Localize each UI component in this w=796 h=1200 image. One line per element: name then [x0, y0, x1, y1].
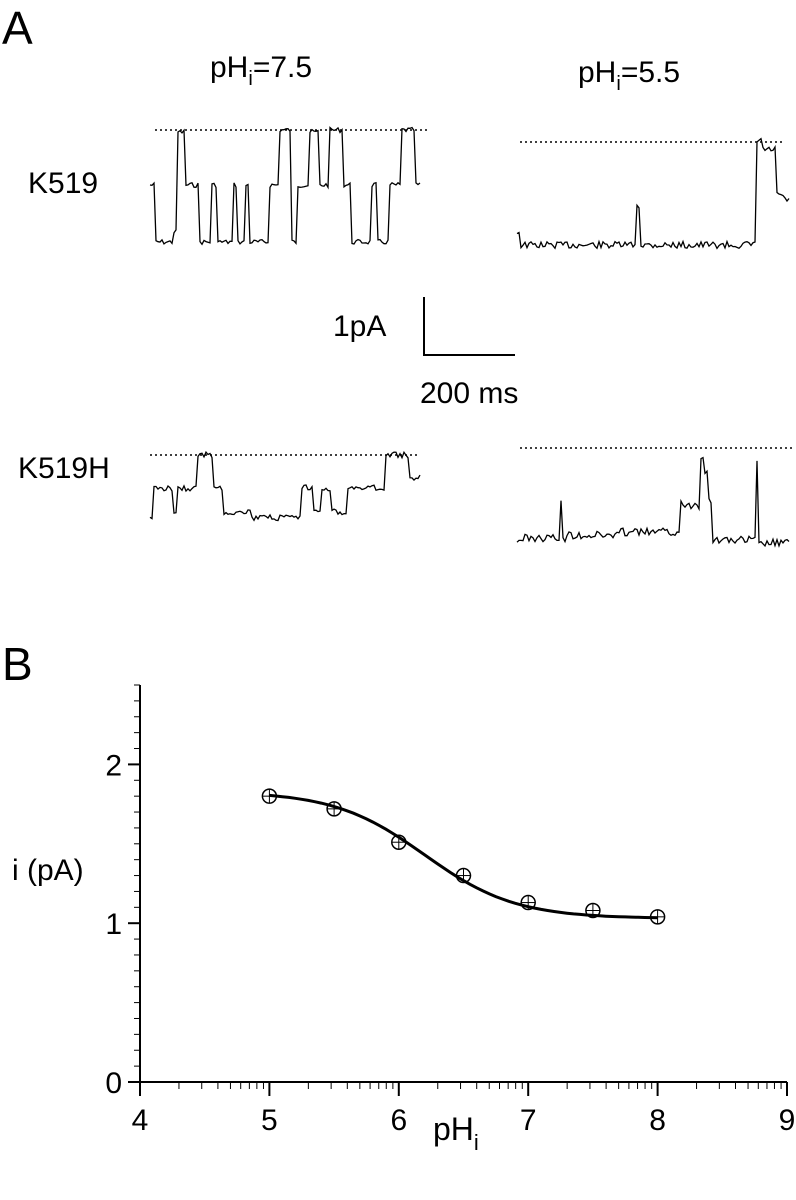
- col-title-ph55: pHi=5.5: [578, 56, 680, 95]
- x-tick-label: 5: [261, 1104, 278, 1137]
- x-tick-label: 8: [649, 1104, 666, 1137]
- scale-bar-time-label: 200 ms: [420, 377, 518, 410]
- scale-bar-current-label: 1pA: [333, 310, 386, 343]
- col-title-ph75: pHi=7.5: [210, 51, 312, 90]
- panel-b-label: B: [2, 638, 33, 690]
- y-tick-label: 1: [105, 908, 122, 941]
- row-label-k519h: K519H: [18, 452, 110, 485]
- y-tick-label: 0: [105, 1067, 122, 1100]
- fit-curve: [269, 793, 658, 920]
- current-trace-k519h-ph55: [516, 456, 790, 548]
- x-tick-label: 4: [132, 1104, 149, 1137]
- row-label-k519: K519: [28, 167, 98, 200]
- y-tick-label: 2: [105, 749, 122, 782]
- current-trace-k519h-ph75: [149, 450, 421, 522]
- current-trace-k519-ph55: [516, 137, 790, 250]
- chart-area: 4 5 6 7 8 9 0 1 2 i (pA) pHi: [12, 684, 796, 1155]
- x-tick-label: 9: [779, 1104, 796, 1137]
- x-axis-label: pHi: [433, 1111, 479, 1155]
- x-tick-label: 6: [390, 1104, 407, 1137]
- panel-a-label: A: [2, 2, 33, 54]
- x-tick-label: 7: [520, 1104, 537, 1137]
- current-trace-k519-ph75: [149, 126, 421, 246]
- y-axis-label: i (pA): [12, 854, 84, 887]
